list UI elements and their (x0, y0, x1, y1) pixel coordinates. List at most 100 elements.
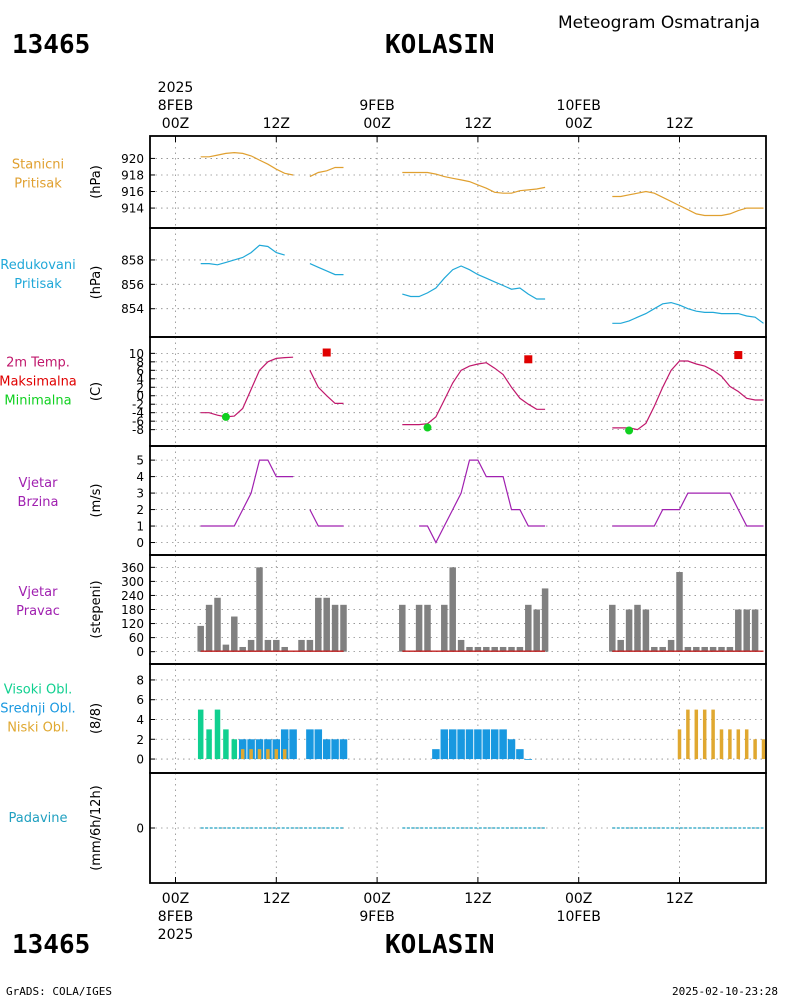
wind-direction-bar (457, 639, 465, 652)
wind_speed-line (419, 459, 546, 544)
y-tick-label: 180 (121, 603, 144, 617)
wind-direction-bar (264, 639, 272, 652)
wind-direction-bar (735, 609, 742, 652)
station-id: 13465 (12, 30, 91, 60)
cloud-bar (677, 729, 682, 760)
y-tick-label: 920 (121, 152, 144, 166)
cloud-bar (516, 749, 524, 760)
y-tick-label: 60 (129, 631, 144, 645)
y-axis-label: (hPa) (89, 266, 104, 300)
panel-label: Maksimalna (0, 375, 77, 390)
time-tick-label: 12Z (464, 891, 491, 907)
time-tick-label: 00Z (162, 891, 189, 907)
cloud-bar (231, 739, 238, 760)
y-tick-label: 0 (136, 645, 144, 659)
cloud-bar (686, 709, 690, 760)
y-tick-label: 10 (129, 347, 144, 361)
wind_speed-line (200, 459, 294, 527)
wind-direction-bar (214, 597, 221, 652)
y-tick-label: 2 (136, 503, 144, 517)
wind-direction-bar (743, 609, 750, 652)
bottom-time-axis: 00Z 8FEB 2025 12Z 00Z 9FEB 12Z 00Z 10FEB 12Z (158, 877, 693, 943)
wind-direction-bar (508, 646, 515, 652)
station_pressure-line (402, 171, 546, 194)
cloud-bar (264, 739, 272, 760)
wind_speed-line (612, 492, 764, 527)
station_pressure-line (309, 166, 344, 178)
y-axis-label: (mm/6h/12h) (89, 785, 104, 871)
temperature-line (309, 370, 344, 404)
y-tick-label: 0 (136, 536, 144, 550)
y-tick-label: 5 (136, 454, 144, 468)
cloud-bar (289, 729, 297, 760)
cloud-bar (524, 759, 533, 760)
y-tick-label: 0 (136, 753, 144, 767)
cloud-bar (457, 729, 465, 760)
cloud-bar (238, 739, 247, 760)
y-axis-label: (m/s) (89, 484, 104, 518)
y-tick-label: 4 (136, 372, 144, 386)
wind-direction-bar (197, 625, 204, 652)
y-tick-label: 0 (136, 822, 144, 836)
year-label: 2025 (158, 80, 194, 96)
panel-label: Padavine (9, 811, 68, 826)
time-tick-label: 00Z (363, 891, 390, 907)
wind-direction-bar (239, 646, 246, 652)
panel-label: 2m Temp. (6, 356, 70, 371)
wind-direction-bar (247, 639, 255, 652)
panel-label: Redukovani (0, 258, 75, 273)
wind-direction-bar (516, 646, 524, 652)
panel-label: Vjetar (19, 585, 59, 600)
wind-direction-bar (609, 604, 616, 652)
panel-reduced_pressure: 854 856 858 (hPa) Redukovani Pritisak (0, 227, 767, 338)
y-tick-label: 3 (136, 487, 144, 501)
y-tick-label: 300 (121, 575, 144, 589)
cloud-bar (761, 739, 766, 760)
tmin-marker (423, 423, 432, 432)
y-tick-label: 8 (136, 673, 144, 687)
cloud-bar (240, 749, 245, 760)
cloud-bar (223, 729, 229, 760)
year-label: 2025 (158, 927, 194, 943)
cloud-bar (499, 729, 507, 760)
y-tick-label: 918 (121, 168, 144, 182)
time-tick-label: 00Z (565, 116, 592, 132)
cloud-bar (736, 729, 741, 760)
tmax-marker (734, 351, 743, 360)
panel-label: Srednji Obl. (0, 702, 75, 717)
cloud-bar (507, 739, 516, 760)
y-tick-label: 854 (121, 302, 144, 316)
cloud-bar (728, 729, 732, 760)
panel-clouds: 0 2 4 6 8 (8/8) Visoki Obl. Srednji Obl. Niski O… (0, 663, 767, 774)
cloud-bar (465, 729, 474, 760)
wind-direction-bar (256, 567, 263, 652)
wind-direction-bar (634, 604, 641, 652)
y-tick-label: 6 (136, 364, 144, 378)
cloud-bar (694, 709, 699, 760)
y-tick-label: 120 (121, 617, 144, 631)
wind-direction-bar (298, 639, 305, 652)
panel-label: Niski Obl. (7, 721, 69, 736)
y-tick-label: 1 (136, 520, 144, 534)
wind-direction-bar (693, 646, 700, 652)
cloud-bar (711, 709, 715, 760)
footer-timestamp: 2025-02-10-23:28 (672, 985, 778, 998)
time-tick-label: 12Z (464, 116, 491, 132)
time-tick-label: 00Z (363, 116, 390, 132)
y-tick-label: 8 (136, 355, 144, 369)
cloud-bar (280, 729, 289, 760)
cloud-bar (306, 729, 314, 760)
y-tick-label: -4 (132, 406, 144, 420)
wind-direction-bar (533, 609, 540, 652)
cloud-bar (331, 739, 339, 760)
panel-frame (149, 772, 767, 884)
date-label: 9FEB (359, 98, 394, 114)
y-tick-label: 914 (121, 202, 144, 216)
reduced_pressure-line (309, 263, 344, 276)
y-axis-label: (hPa) (89, 165, 104, 199)
y-axis-label: (C) (89, 382, 104, 401)
tmax-marker (322, 348, 331, 357)
panel-precipitation: 0 (mm/6h/12h) Padavine (9, 772, 767, 884)
y-tick-label: 4 (136, 713, 144, 727)
wind-direction-bar (273, 639, 280, 652)
